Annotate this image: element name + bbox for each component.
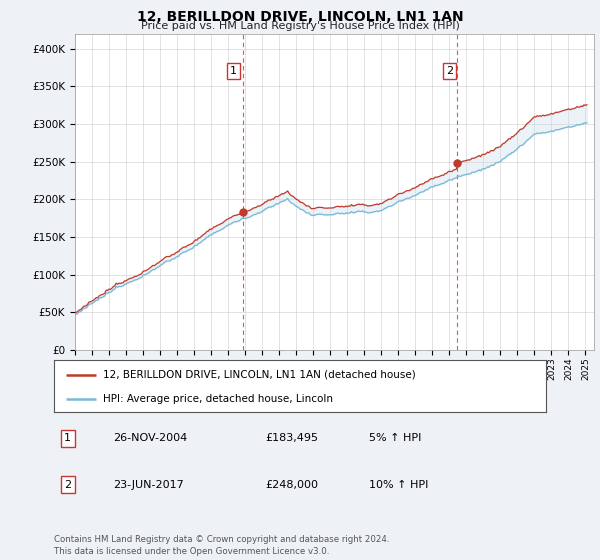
Text: 5% ↑ HPI: 5% ↑ HPI [369,433,421,443]
Text: 23-JUN-2017: 23-JUN-2017 [113,480,184,489]
Text: 12, BERILLDON DRIVE, LINCOLN, LN1 1AN (detached house): 12, BERILLDON DRIVE, LINCOLN, LN1 1AN (d… [103,370,416,380]
Text: £248,000: £248,000 [266,480,319,489]
Text: Contains HM Land Registry data © Crown copyright and database right 2024.
This d: Contains HM Land Registry data © Crown c… [54,535,389,556]
Text: £183,495: £183,495 [266,433,319,443]
Text: HPI: Average price, detached house, Lincoln: HPI: Average price, detached house, Linc… [103,394,333,404]
Text: 10% ↑ HPI: 10% ↑ HPI [369,480,428,489]
Text: 1: 1 [64,433,71,443]
Text: 2: 2 [446,66,453,76]
Text: 2: 2 [64,480,71,489]
Text: Price paid vs. HM Land Registry's House Price Index (HPI): Price paid vs. HM Land Registry's House … [140,21,460,31]
Text: 12, BERILLDON DRIVE, LINCOLN, LN1 1AN: 12, BERILLDON DRIVE, LINCOLN, LN1 1AN [137,10,463,24]
Text: 1: 1 [230,66,237,76]
Text: 26-NOV-2004: 26-NOV-2004 [113,433,187,443]
